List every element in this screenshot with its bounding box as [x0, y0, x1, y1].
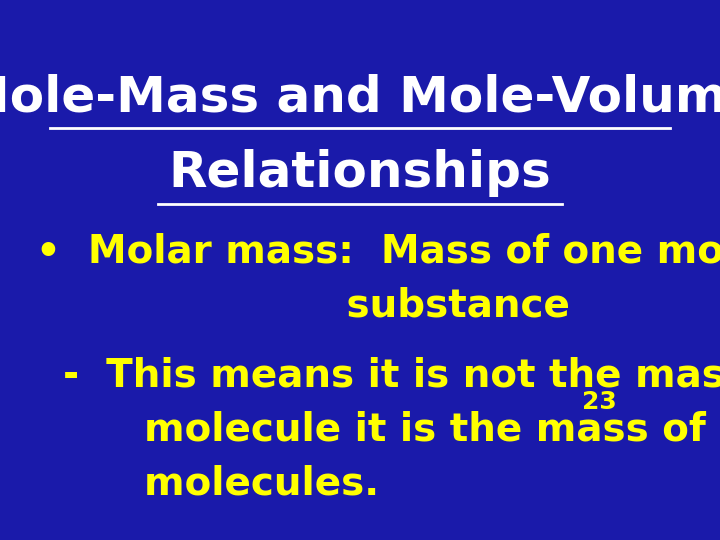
- Text: Mole-Mass and Mole-Volume: Mole-Mass and Mole-Volume: [0, 73, 720, 121]
- Text: molecules.: molecules.: [36, 464, 379, 502]
- Text: substance: substance: [36, 286, 570, 324]
- Text: molecule it is the mass of 6.02 x 10: molecule it is the mass of 6.02 x 10: [36, 410, 720, 448]
- Text: 23: 23: [582, 390, 616, 414]
- Text: -  This means it is not the mass of one: - This means it is not the mass of one: [36, 356, 720, 394]
- Text: Relationships: Relationships: [168, 149, 552, 197]
- Text: •  Molar mass:  Mass of one mole of a: • Molar mass: Mass of one mole of a: [36, 232, 720, 270]
